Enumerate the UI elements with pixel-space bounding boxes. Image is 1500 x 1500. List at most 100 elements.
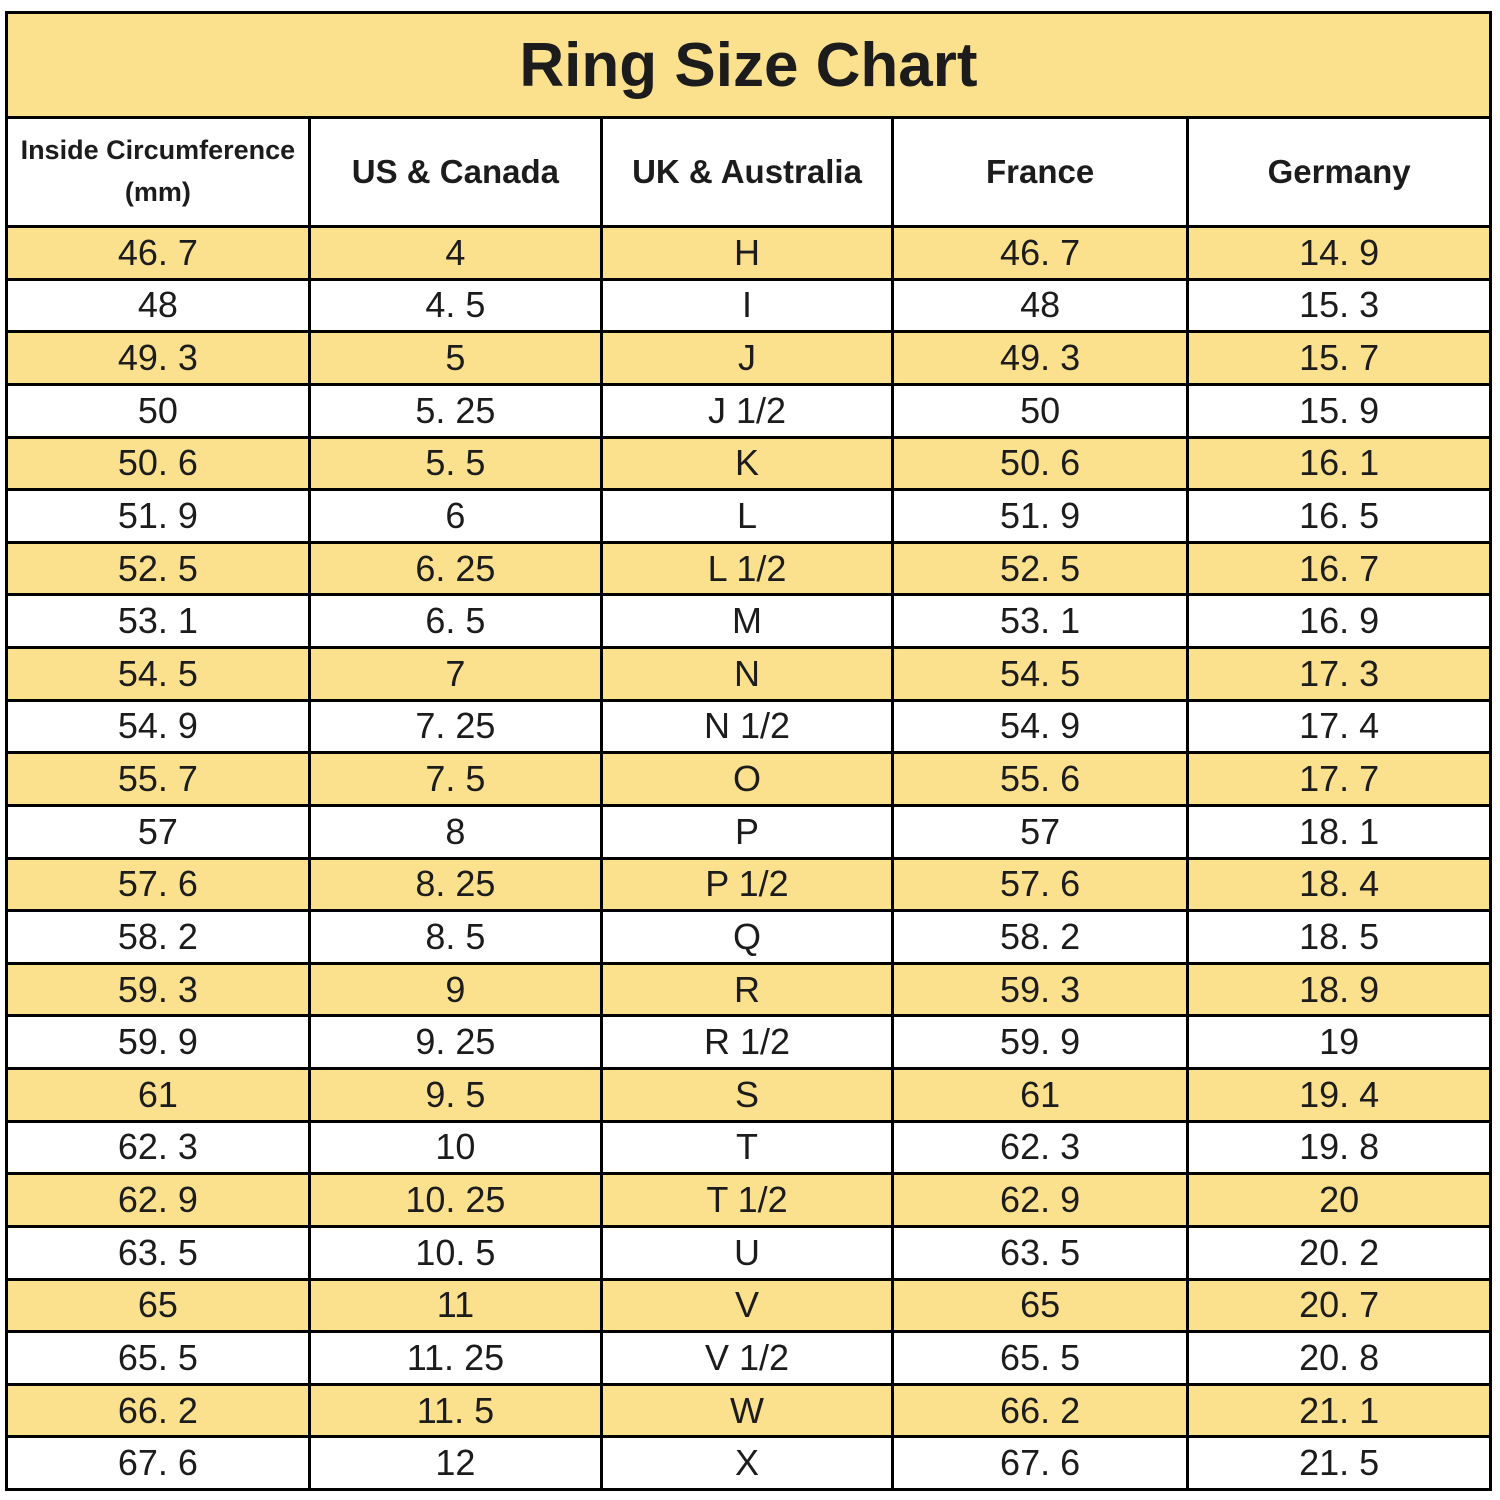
table-cell: 7 — [307, 646, 604, 702]
table-cell: 50. 6 — [5, 435, 311, 492]
table-cell: 52. 5 — [890, 540, 1190, 597]
table-cell: 51. 9 — [5, 488, 311, 544]
table-cell: 19 — [1186, 1014, 1492, 1070]
table-cell: 18. 1 — [1186, 803, 1492, 860]
table-row: 58. 2 8. 5 Q 58. 2 18. 5 — [5, 909, 1492, 965]
table-cell: Q — [600, 909, 894, 965]
table-cell: 6. 5 — [307, 593, 604, 649]
table-cell: R 1/2 — [600, 1014, 894, 1070]
table-cell: 19. 8 — [1186, 1119, 1492, 1176]
table-cell: R — [600, 961, 894, 1018]
table-cell: 49. 3 — [890, 330, 1190, 386]
table-row: 50 5. 25 J 1/2 50 15. 9 — [5, 382, 1492, 439]
table-cell: 55. 7 — [5, 751, 311, 807]
table-cell: 4. 5 — [307, 277, 604, 334]
table-cell: 17. 3 — [1186, 646, 1492, 702]
table-cell: 20. 8 — [1186, 1330, 1492, 1386]
table-row: 46. 7 4 H 46. 7 14. 9 — [5, 225, 1492, 281]
table-cell: 67. 6 — [5, 1435, 311, 1491]
table-cell: 53. 1 — [890, 593, 1190, 649]
table-row: 53. 1 6. 5 M 53. 1 16. 9 — [5, 593, 1492, 649]
ring-size-table: Ring Size Chart Inside Circumference (mm… — [5, 11, 1492, 1491]
table-cell: 8 — [307, 803, 604, 860]
table-cell: M — [600, 593, 894, 649]
table-cell: 62. 9 — [5, 1172, 311, 1228]
table-cell: J 1/2 — [600, 382, 894, 439]
table-cell: N — [600, 646, 894, 702]
table-row: 52. 5 6. 25 L 1/2 52. 5 16. 7 — [5, 540, 1492, 597]
table-cell: 65 — [5, 1277, 311, 1334]
table-cell: 8. 25 — [307, 856, 604, 913]
header-france: France — [890, 116, 1190, 228]
table-cell: 63. 5 — [890, 1224, 1190, 1281]
table-cell: 54. 9 — [890, 698, 1190, 755]
table-cell: 65. 5 — [5, 1330, 311, 1386]
table-cell: 48 — [5, 277, 311, 334]
table-cell: 16. 9 — [1186, 593, 1492, 649]
table-cell: 10 — [307, 1119, 604, 1176]
table-row: 66. 2 11. 5 W 66. 2 21. 1 — [5, 1382, 1492, 1439]
table-row: 50. 6 5. 5 K 50. 6 16. 1 — [5, 435, 1492, 492]
table-cell: 21. 1 — [1186, 1382, 1492, 1439]
table-cell: 50 — [890, 382, 1190, 439]
table-cell: 16. 1 — [1186, 435, 1492, 492]
table-cell: 48 — [890, 277, 1190, 334]
table-cell: I — [600, 277, 894, 334]
table-cell: K — [600, 435, 894, 492]
table-cell: 59. 9 — [890, 1014, 1190, 1070]
table-cell: H — [600, 225, 894, 281]
table-cell: V — [600, 1277, 894, 1334]
table-row: 55. 7 7. 5 O 55. 6 17. 7 — [5, 751, 1492, 807]
table-cell: 65 — [890, 1277, 1190, 1334]
table-cell: 50 — [5, 382, 311, 439]
table-cell: 18. 5 — [1186, 909, 1492, 965]
table-cell: 11 — [307, 1277, 604, 1334]
table-cell: 19. 4 — [1186, 1067, 1492, 1123]
table-cell: 8. 5 — [307, 909, 604, 965]
table-cell: 62. 3 — [890, 1119, 1190, 1176]
table-cell: 10. 5 — [307, 1224, 604, 1281]
table-cell: 58. 2 — [5, 909, 311, 965]
table-cell: L — [600, 488, 894, 544]
table-cell: 15. 3 — [1186, 277, 1492, 334]
table-cell: 67. 6 — [890, 1435, 1190, 1491]
table-cell: 9. 25 — [307, 1014, 604, 1070]
table-cell: 15. 7 — [1186, 330, 1492, 386]
table-cell: 55. 6 — [890, 751, 1190, 807]
table-cell: T — [600, 1119, 894, 1176]
table-cell: 5 — [307, 330, 604, 386]
table-cell: P 1/2 — [600, 856, 894, 913]
table-cell: U — [600, 1224, 894, 1281]
table-cell: 7. 5 — [307, 751, 604, 807]
table-row: 65 11 V 65 20. 7 — [5, 1277, 1492, 1334]
table-cell: 18. 4 — [1186, 856, 1492, 913]
table-cell: 46. 7 — [5, 225, 311, 281]
table-cell: 4 — [307, 225, 604, 281]
table-cell: J — [600, 330, 894, 386]
table-body: 46. 7 4 H 46. 7 14. 9 48 4. 5 I 48 15. 3 49. 3 5 J 49… — [5, 225, 1492, 1491]
table-cell: 65. 5 — [890, 1330, 1190, 1386]
table-row: 62. 9 10. 25 T 1/2 62. 9 20 — [5, 1172, 1492, 1228]
table-cell: 59. 9 — [5, 1014, 311, 1070]
table-cell: 5. 25 — [307, 382, 604, 439]
table-row: 61 9. 5 S 61 19. 4 — [5, 1067, 1492, 1123]
table-cell: 62. 3 — [5, 1119, 311, 1176]
table-cell: 14. 9 — [1186, 225, 1492, 281]
header-germany: Germany — [1186, 116, 1492, 228]
table-cell: 9 — [307, 961, 604, 1018]
table-cell: 53. 1 — [5, 593, 311, 649]
title-row: Ring Size Chart — [5, 11, 1492, 119]
table-cell: 66. 2 — [890, 1382, 1190, 1439]
table-cell: 10. 25 — [307, 1172, 604, 1228]
table-cell: 20. 7 — [1186, 1277, 1492, 1334]
table-cell: 5. 5 — [307, 435, 604, 492]
table-row: 57 8 P 57 18. 1 — [5, 803, 1492, 860]
table-cell: 46. 7 — [890, 225, 1190, 281]
table-cell: X — [600, 1435, 894, 1491]
header-us-canada: US & Canada — [307, 116, 604, 228]
table-cell: L 1/2 — [600, 540, 894, 597]
table-cell: 52. 5 — [5, 540, 311, 597]
table-cell: 54. 9 — [5, 698, 311, 755]
table-cell: 18. 9 — [1186, 961, 1492, 1018]
